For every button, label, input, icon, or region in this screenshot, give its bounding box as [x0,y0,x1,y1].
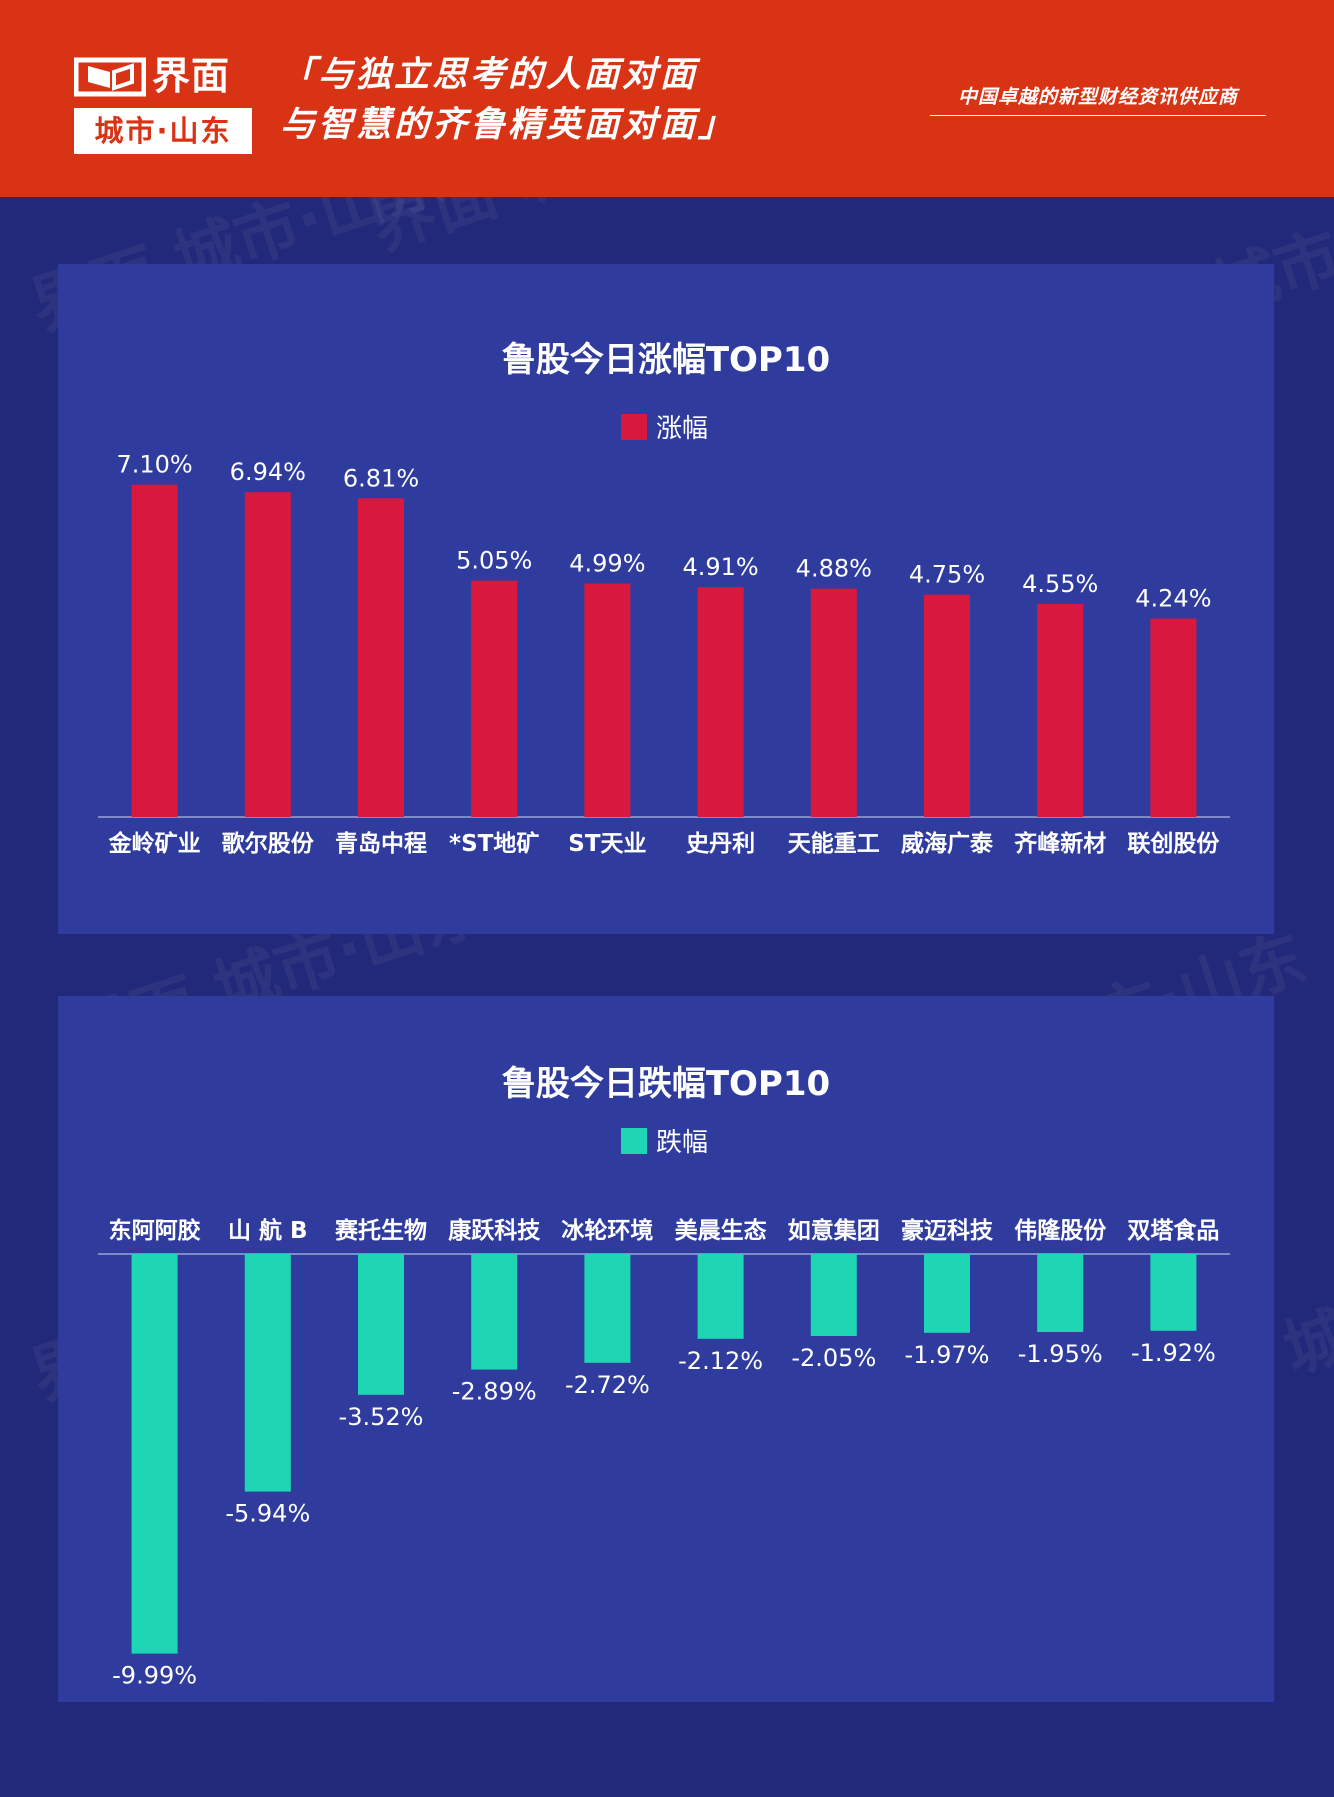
bar [1037,604,1084,817]
category-label: 美晨生态 [675,1217,767,1244]
data-label: -2.89% [452,1378,537,1406]
data-label: 7.10% [116,451,192,479]
bar [810,1254,857,1336]
brand-mark-icon [74,57,146,97]
slogan: 「与独立思考的人面对面 与智慧的齐鲁精英面对面」 [280,50,736,150]
category-label: 豪迈科技 [901,1217,994,1244]
brand-name: 界面 [152,56,231,98]
category-label: 康跃科技 [448,1217,541,1244]
losers-chart: 鲁股今日跌幅TOP10 跌幅 -9.99% 东阿阿胶 -5.94% 山 航 B -3.52%… [98,1064,1230,1690]
bar [584,583,631,817]
data-label: 4.99% [569,549,645,577]
slogan-line-1: 「与独立思考的人面对面 [280,55,699,95]
chart-title: 鲁股今日跌幅TOP10 [502,1064,830,1104]
data-label: -1.97% [905,1341,990,1369]
bar [924,1254,970,1333]
bar [358,1254,404,1395]
data-label: -3.52% [339,1403,424,1431]
legend-label: 跌幅 [656,1128,708,1158]
bar [697,1254,744,1339]
bar [358,498,404,817]
bar [697,587,744,817]
bar [471,1254,518,1370]
brand-logo: 界面 城市·山东 [74,54,252,154]
data-label: -2.12% [678,1347,763,1375]
slogan-line-2: 与智慧的齐鲁精英面对面」 [280,105,737,145]
bar [1150,618,1197,817]
legend-swatch [621,414,647,440]
category-label: 史丹利 [686,831,755,857]
gainers-chart: 鲁股今日涨幅TOP10 涨幅 7.10% 金岭矿业 6.94% 歌尔股份 6.81% 青岛中程… [98,340,1230,857]
category-label: 冰轮环境 [561,1217,653,1244]
category-label: 东阿阿胶 [109,1217,201,1244]
category-label: 歌尔股份 [222,830,315,857]
data-label: 4.24% [1135,585,1211,613]
data-label: -5.94% [225,1500,310,1528]
category-label: 天能重工 [788,830,880,857]
bar [584,1254,631,1363]
header-banner: 界面 城市·山东 「与独立思考的人面对面 与智慧的齐鲁精英面对面」 中国卓越的新… [0,0,1334,197]
legend-swatch [621,1128,647,1154]
bar [1037,1254,1084,1332]
data-label: 4.75% [909,561,985,589]
category-label: 青岛中程 [335,830,427,857]
data-label: -1.92% [1131,1339,1216,1367]
tagline: 中国卓越的新型财经资讯供应商 [930,82,1266,116]
bar [471,580,518,817]
bar [924,594,970,817]
category-label: 双塔食品 [1127,1217,1219,1244]
category-label: 赛托生物 [334,1217,427,1244]
data-label: 6.94% [230,458,306,486]
category-label: 联创股份 [1127,831,1220,857]
brand-city: 城市·山东 [74,108,252,154]
category-label: ST天业 [568,831,646,857]
bar [244,1254,291,1492]
bar [131,1254,178,1654]
losers-panel: 鲁股今日跌幅TOP10 跌幅 -9.99% 东阿阿胶 -5.94% 山 航 B -3.52%… [58,996,1274,1702]
bar [131,484,178,817]
category-label: 如意集团 [788,1217,880,1244]
data-label: -1.95% [1018,1340,1103,1368]
category-label: 山 航 B [228,1217,308,1244]
bar [244,492,291,817]
category-label: 威海广泰 [901,830,994,857]
chart-title: 鲁股今日涨幅TOP10 [502,340,830,380]
data-label: 6.81% [343,464,419,492]
bar [810,588,857,817]
data-label: 4.88% [796,555,872,583]
category-label: *ST地矿 [449,830,539,857]
category-label: 金岭矿业 [108,830,201,857]
gainers-panel: 鲁股今日涨幅TOP10 涨幅 7.10% 金岭矿业 6.94% 歌尔股份 6.81% 青岛中程… [58,264,1274,934]
data-label: 4.91% [682,553,758,581]
category-label: 伟隆股份 [1014,1218,1107,1244]
legend-label: 涨幅 [656,414,708,444]
data-label: -2.72% [565,1371,650,1399]
data-label: -2.05% [791,1344,876,1372]
data-label: 4.55% [1022,570,1098,598]
data-label: 5.05% [456,547,532,575]
bar [1150,1254,1197,1331]
category-label: 齐峰新材 [1014,830,1106,857]
data-label: -9.99% [112,1662,197,1690]
